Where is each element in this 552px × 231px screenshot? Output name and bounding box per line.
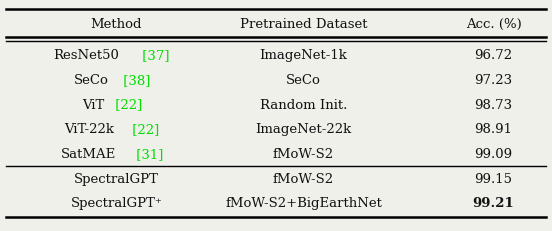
Text: [31]: [31] xyxy=(132,147,163,160)
Text: 98.91: 98.91 xyxy=(475,123,512,136)
Text: [22]: [22] xyxy=(129,123,160,136)
Text: 99.21: 99.21 xyxy=(473,196,514,209)
Text: ViT: ViT xyxy=(82,98,104,111)
Text: SatMAE: SatMAE xyxy=(61,147,116,160)
Text: SeCo: SeCo xyxy=(73,74,109,87)
Text: Random Init.: Random Init. xyxy=(260,98,347,111)
Text: fMoW-S2: fMoW-S2 xyxy=(273,172,334,185)
Text: SpectralGPT⁺: SpectralGPT⁺ xyxy=(71,196,162,209)
Text: 99.15: 99.15 xyxy=(475,172,512,185)
Text: 99.09: 99.09 xyxy=(474,147,513,160)
Text: ResNet50: ResNet50 xyxy=(54,49,120,62)
Text: SpectralGPT: SpectralGPT xyxy=(74,172,159,185)
Text: [22]: [22] xyxy=(110,98,142,111)
Text: 98.73: 98.73 xyxy=(474,98,513,111)
Text: [37]: [37] xyxy=(139,49,170,62)
Text: fMoW-S2: fMoW-S2 xyxy=(273,147,334,160)
Text: 96.72: 96.72 xyxy=(474,49,513,62)
Text: Acc. (%): Acc. (%) xyxy=(466,18,522,31)
Text: fMoW-S2+BigEarthNet: fMoW-S2+BigEarthNet xyxy=(225,196,382,209)
Text: 97.23: 97.23 xyxy=(474,74,513,87)
Text: ImageNet-1k: ImageNet-1k xyxy=(259,49,347,62)
Text: ViT-22k: ViT-22k xyxy=(64,123,114,136)
Text: ImageNet-22k: ImageNet-22k xyxy=(256,123,352,136)
Text: Method: Method xyxy=(91,18,142,31)
Text: Pretrained Dataset: Pretrained Dataset xyxy=(240,18,367,31)
Text: SeCo: SeCo xyxy=(286,74,321,87)
Text: [38]: [38] xyxy=(119,74,150,87)
